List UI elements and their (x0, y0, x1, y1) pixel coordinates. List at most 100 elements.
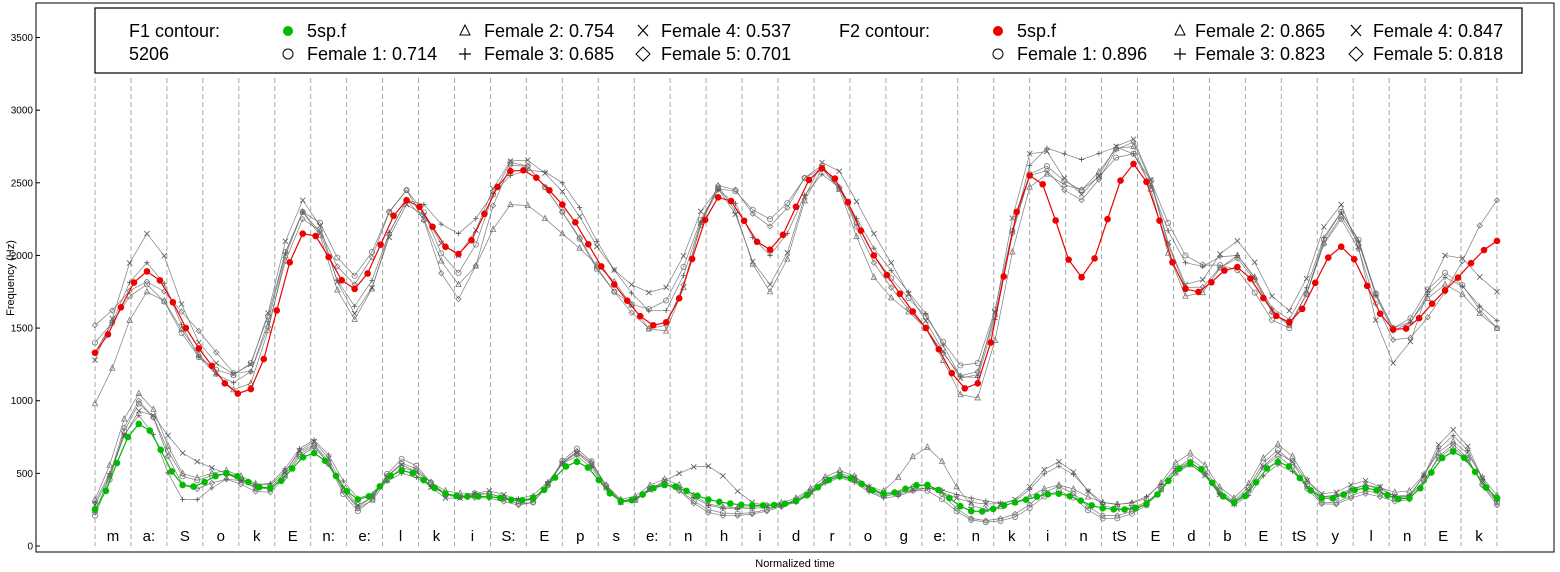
legend-f2-female5-marker (1348, 46, 1364, 62)
data-point (1066, 492, 1074, 500)
data-point (310, 449, 318, 457)
data-point (126, 260, 133, 266)
data-point (662, 326, 670, 334)
data-point (486, 487, 493, 494)
data-point (1329, 495, 1337, 502)
data-point (597, 263, 605, 270)
data-point (1260, 294, 1267, 302)
segment-label: b (1223, 528, 1231, 545)
data-point (938, 457, 946, 464)
data-point (1241, 492, 1249, 500)
data-point (1428, 300, 1436, 307)
data-point (577, 205, 583, 211)
segment-label: E (1258, 528, 1268, 545)
data-point (317, 222, 323, 229)
data-point (311, 438, 317, 445)
data-point (818, 164, 826, 172)
data-point (91, 322, 99, 329)
data-point (92, 339, 99, 346)
data-point (1182, 260, 1189, 266)
data-point (734, 512, 741, 519)
data-point (1467, 259, 1475, 267)
segment-label: g (900, 528, 908, 545)
data-point (429, 223, 436, 231)
data-point (961, 385, 969, 392)
data-point (354, 496, 362, 503)
data-point (486, 493, 493, 500)
data-point (836, 184, 843, 191)
data-point (680, 272, 687, 279)
data-point (781, 500, 789, 508)
data-point (727, 197, 735, 205)
data-point (982, 505, 990, 512)
data-point (136, 412, 142, 418)
data-point (352, 303, 358, 309)
data-point (956, 502, 964, 510)
data-point (749, 258, 756, 265)
data-point (683, 487, 690, 495)
data-point (1095, 176, 1103, 183)
data-point (386, 208, 393, 215)
data-point (334, 263, 341, 270)
data-point (135, 420, 143, 428)
data-point (524, 157, 531, 164)
data-point (606, 489, 614, 497)
data-point (1195, 288, 1202, 296)
y-tick-label: 1500 (11, 324, 34, 335)
segment-label: i (758, 528, 761, 545)
data-point (247, 379, 255, 386)
data-point (1113, 154, 1120, 161)
data-point (858, 480, 866, 488)
segment-label: a: (143, 528, 156, 545)
data-point (113, 459, 121, 467)
data-point (1421, 472, 1427, 479)
data-point (1099, 512, 1106, 519)
data-point (714, 194, 722, 201)
data-point (1260, 454, 1267, 461)
data-point (1307, 487, 1315, 494)
data-point (1441, 280, 1449, 288)
data-point (1117, 177, 1124, 184)
data-point (1476, 309, 1483, 317)
data-point (413, 465, 420, 473)
data-point (230, 369, 237, 376)
data-point (1372, 317, 1379, 323)
segment-label: l (399, 528, 402, 545)
plot-frame (35, 2, 1555, 553)
segment-label: s (613, 528, 621, 545)
data-point (705, 509, 712, 516)
legend-f1-reference: 5sp.f (307, 21, 347, 41)
data-point (1065, 256, 1072, 263)
data-point (310, 440, 318, 447)
segment-label: k (253, 528, 261, 545)
series-layer (91, 136, 1501, 526)
legend-f2-female3-marker (1174, 48, 1186, 60)
data-point (1009, 215, 1016, 222)
data-point (266, 484, 274, 492)
data-point (675, 295, 683, 302)
data-point (1333, 499, 1340, 506)
data-point (312, 232, 319, 240)
data-point (540, 486, 548, 494)
data-point (617, 497, 625, 505)
data-point (386, 230, 392, 236)
data-point (1482, 484, 1490, 491)
data-point (1303, 275, 1310, 282)
data-point (680, 281, 687, 288)
data-point (825, 476, 833, 484)
data-point (1442, 274, 1448, 280)
data-point (1096, 150, 1102, 156)
data-point (1114, 502, 1120, 508)
data-point (1132, 504, 1139, 512)
data-point (1389, 326, 1397, 333)
data-point (247, 359, 254, 366)
data-point (475, 493, 482, 500)
data-point (1078, 186, 1085, 193)
data-point (282, 257, 289, 265)
data-point (468, 236, 475, 244)
data-point (888, 259, 895, 266)
data-point (1247, 275, 1254, 282)
data-point (639, 491, 646, 498)
data-point (1298, 305, 1306, 313)
